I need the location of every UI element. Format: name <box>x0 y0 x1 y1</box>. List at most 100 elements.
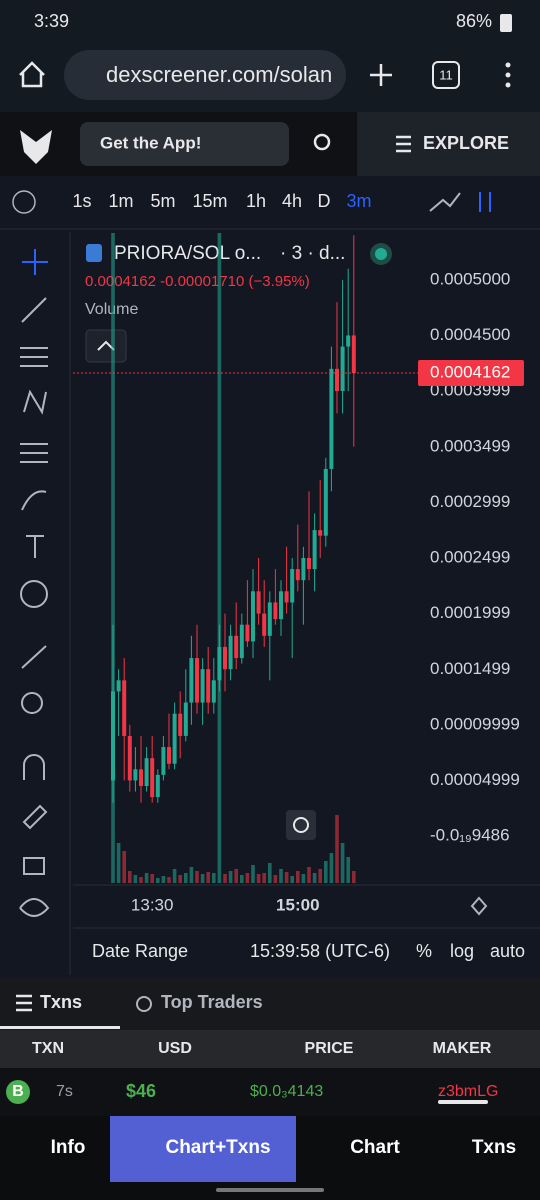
top-traders-tab[interactable]: Top Traders <box>161 992 263 1012</box>
add-indicator[interactable] <box>12 190 36 214</box>
volume-bar <box>273 875 278 883</box>
y-tick-label: 0.0003499 <box>430 436 510 455</box>
candle-body <box>234 635 239 659</box>
candle-body <box>312 530 317 570</box>
candle-body <box>284 591 289 603</box>
nav-tab[interactable]: Chart+Txns <box>165 1137 270 1158</box>
volume-bar <box>284 872 289 883</box>
volume-bar <box>256 874 261 883</box>
settings[interactable] <box>470 896 488 916</box>
menu[interactable] <box>505 62 511 88</box>
candle-body <box>206 669 211 703</box>
timeframe[interactable]: 1m <box>108 191 133 211</box>
volume-bar <box>156 878 160 883</box>
home-button[interactable] <box>19 61 45 88</box>
battery: 86% <box>456 11 492 31</box>
volume-bar <box>111 233 115 883</box>
candle-body <box>195 658 199 703</box>
column-header[interactable]: MAKER <box>433 1040 492 1057</box>
timeframe[interactable]: 1s <box>72 191 91 211</box>
candle-type[interactable] <box>479 192 491 212</box>
candle-body <box>111 691 115 781</box>
nav-tab[interactable]: Info <box>51 1137 86 1158</box>
tabs-button[interactable] <box>432 61 460 89</box>
candle-body <box>139 769 143 786</box>
auto-toggle[interactable]: auto <box>490 941 525 961</box>
candle-body <box>307 557 311 570</box>
reset-button[interactable] <box>286 810 316 840</box>
candle-body <box>318 530 323 536</box>
txns-tab[interactable]: Txns <box>40 992 82 1012</box>
volume-bar <box>122 851 126 883</box>
maker-bar <box>438 1100 488 1104</box>
volume-bar <box>296 871 300 883</box>
volume-bar <box>346 857 350 883</box>
timeframe[interactable]: 3m <box>346 191 371 211</box>
url-bar[interactable] <box>64 50 346 100</box>
collapse-button[interactable] <box>85 329 127 363</box>
date-range[interactable]: Date Range <box>92 941 188 961</box>
timeframe[interactable]: 5m <box>150 191 175 211</box>
timeframe[interactable]: D <box>318 191 331 211</box>
candle-body <box>346 335 351 347</box>
log-toggle[interactable]: log <box>450 941 474 961</box>
candle-body <box>116 680 121 692</box>
volume-bar <box>324 861 328 883</box>
y-tick-label: 0.00004999 <box>430 770 520 789</box>
candle-body <box>295 569 300 581</box>
logo[interactable] <box>20 130 52 164</box>
table-cell: z3bmLG <box>438 1083 498 1100</box>
timeframe[interactable]: 4h <box>282 191 302 211</box>
column-header[interactable]: TXN <box>32 1040 64 1057</box>
get-app-text: Get the App! <box>100 133 201 152</box>
timeframe[interactable]: 1h <box>246 191 266 211</box>
volume-bar <box>217 233 222 883</box>
volume-bar <box>212 873 216 883</box>
get-app-button[interactable] <box>80 122 289 166</box>
home-indicator <box>216 1188 324 1192</box>
percent-toggle[interactable]: % <box>416 941 432 961</box>
new-tab[interactable] <box>370 64 392 86</box>
drawing-tools[interactable] <box>19 249 50 917</box>
candle-body <box>189 658 194 703</box>
y-tick-label: 0.00009999 <box>430 714 520 733</box>
volume-bar <box>150 874 154 883</box>
table-cell: 7s <box>56 1083 73 1100</box>
candle-body <box>144 758 149 786</box>
volume-bar <box>189 867 194 883</box>
volume-bar <box>133 875 138 883</box>
last-price-label: 0.0004162 <box>430 363 510 382</box>
line-type[interactable] <box>429 192 461 212</box>
url: dexscreener.com/solan <box>106 62 332 87</box>
table-cell: $46 <box>126 1081 156 1101</box>
x-tick-label: 15:00 <box>276 895 319 914</box>
volume-bar <box>167 877 171 883</box>
y-tick-label: 0.0002999 <box>430 492 510 511</box>
volume-bar <box>262 873 266 883</box>
quote: 0.0004162 -0.00001710 (−3.95%) <box>85 273 310 290</box>
candle-body <box>155 774 160 798</box>
nav-tab[interactable]: Txns <box>472 1137 516 1158</box>
active-nav <box>110 1116 296 1182</box>
clock: 3:39 <box>34 11 69 31</box>
search[interactable] <box>313 133 331 151</box>
table-row[interactable] <box>0 1068 540 1116</box>
timeframe[interactable]: 15m <box>192 191 227 211</box>
candle-body <box>273 602 278 620</box>
column-header[interactable]: PRICE <box>305 1040 354 1057</box>
nav-tab[interactable]: Chart <box>350 1137 400 1158</box>
status-dot <box>375 248 387 260</box>
column-header[interactable]: USD <box>158 1040 192 1057</box>
explore-button[interactable] <box>357 112 540 176</box>
y-tick-label: -0.0₁₉9486 <box>430 826 510 845</box>
candle-body <box>217 646 222 681</box>
volume-bar <box>318 869 322 883</box>
table-cell: $0.0₃4143 <box>250 1083 323 1100</box>
tab-bar <box>0 978 540 1030</box>
volume-bar <box>290 876 294 883</box>
volume-bar <box>251 865 255 883</box>
volume-bar <box>128 871 132 883</box>
candle-body <box>351 335 356 374</box>
volume-bar <box>329 853 334 883</box>
